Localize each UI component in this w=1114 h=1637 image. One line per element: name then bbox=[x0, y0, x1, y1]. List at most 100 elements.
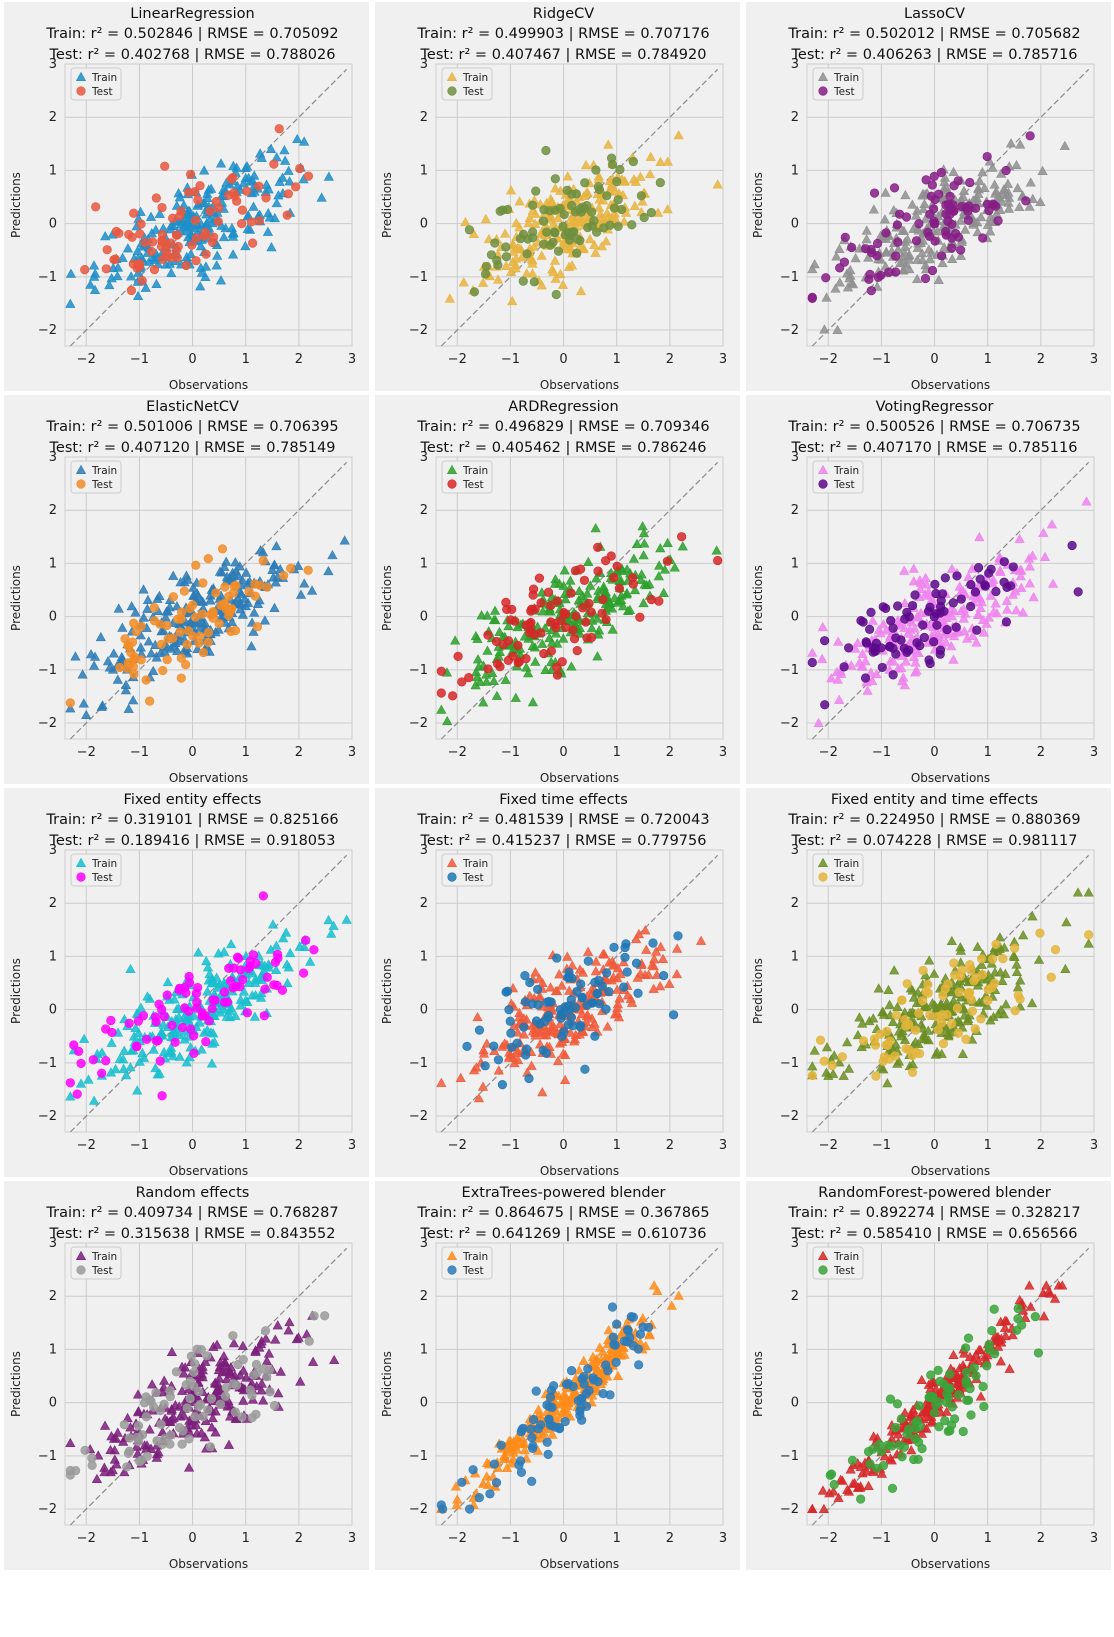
train-point bbox=[530, 218, 541, 228]
test-point bbox=[635, 1329, 646, 1339]
train-point bbox=[237, 609, 248, 619]
legend: Train Test bbox=[70, 853, 122, 887]
test-point bbox=[264, 1365, 274, 1375]
x-tick-label: −2 bbox=[819, 1138, 838, 1153]
train-point bbox=[491, 690, 503, 700]
train-point bbox=[524, 212, 535, 222]
legend: Train Test bbox=[70, 67, 122, 101]
train-point bbox=[529, 642, 541, 652]
test-point bbox=[609, 942, 619, 952]
test-point bbox=[563, 972, 573, 983]
legend-test-marker bbox=[447, 86, 457, 96]
test-point bbox=[551, 622, 561, 633]
x-tick-label: 0 bbox=[188, 1138, 196, 1153]
train-point bbox=[202, 188, 213, 198]
train-point bbox=[527, 697, 539, 707]
test-point bbox=[615, 164, 625, 175]
test-point bbox=[934, 1422, 944, 1432]
test-point bbox=[536, 628, 546, 638]
train-point bbox=[1015, 139, 1026, 149]
test-point bbox=[159, 1399, 169, 1409]
test-point bbox=[840, 232, 850, 242]
x-tick-label: 2 bbox=[666, 352, 674, 367]
train-point bbox=[596, 241, 608, 251]
train-point bbox=[566, 661, 577, 671]
test-point bbox=[559, 607, 569, 618]
y-tick-label: 0 bbox=[49, 1003, 57, 1018]
test-point bbox=[914, 1008, 924, 1018]
legend: Train Test bbox=[441, 853, 493, 887]
test-point bbox=[1033, 1348, 1043, 1358]
x-tick-label: −1 bbox=[130, 745, 149, 760]
test-point bbox=[956, 594, 966, 604]
test-point bbox=[309, 945, 319, 955]
x-tick-label: −2 bbox=[819, 745, 838, 760]
test-point bbox=[436, 688, 446, 698]
test-point bbox=[935, 645, 946, 655]
test-metrics: Test: r² = 0.315638 | RMSE = 0.843552 bbox=[49, 1226, 336, 1242]
test-point bbox=[949, 958, 959, 968]
train-point bbox=[113, 603, 124, 613]
train-point bbox=[628, 553, 640, 563]
train-point bbox=[147, 252, 159, 262]
y-tick-label: 0 bbox=[49, 217, 57, 232]
train-point bbox=[442, 715, 453, 726]
test-point bbox=[207, 1003, 217, 1014]
test-point bbox=[927, 265, 938, 276]
legend-train-marker bbox=[817, 71, 829, 81]
test-point bbox=[550, 174, 560, 184]
test-point bbox=[872, 238, 883, 249]
test-point bbox=[983, 985, 993, 995]
train-point bbox=[558, 633, 569, 643]
test-point bbox=[160, 161, 170, 171]
test-point bbox=[603, 1366, 613, 1376]
train-series bbox=[65, 133, 334, 308]
y-tick-label: −2 bbox=[780, 716, 799, 731]
train-point bbox=[549, 255, 561, 265]
test-point bbox=[1067, 540, 1077, 551]
y-tick-label: 2 bbox=[791, 896, 799, 911]
test-point bbox=[915, 641, 925, 651]
test-point bbox=[298, 968, 309, 978]
test-point bbox=[943, 216, 953, 226]
test-point bbox=[984, 568, 994, 578]
test-point bbox=[861, 637, 871, 647]
test-point bbox=[590, 1031, 600, 1041]
train-point bbox=[1024, 578, 1035, 588]
test-point bbox=[952, 1003, 962, 1013]
train-point bbox=[819, 324, 830, 334]
test-point bbox=[627, 220, 637, 230]
train-point bbox=[990, 598, 1001, 608]
x-tick-label: 1 bbox=[613, 352, 621, 367]
test-point bbox=[839, 662, 849, 672]
test-point bbox=[581, 617, 591, 627]
train-point bbox=[444, 293, 455, 303]
train-point bbox=[292, 133, 303, 144]
test-point bbox=[269, 1400, 280, 1411]
legend-train-label: Train bbox=[91, 465, 117, 477]
train-point bbox=[865, 667, 877, 677]
test-point bbox=[918, 620, 928, 630]
test-point bbox=[272, 949, 283, 959]
test-point bbox=[567, 200, 577, 211]
train-point bbox=[1014, 533, 1025, 543]
y-tick-label: −1 bbox=[38, 1449, 57, 1464]
legend-test-label: Test bbox=[91, 872, 113, 884]
test-point bbox=[914, 1401, 925, 1411]
test-point bbox=[480, 1061, 490, 1071]
test-point bbox=[247, 1390, 257, 1400]
test-point bbox=[538, 216, 549, 226]
y-tick-label: 3 bbox=[49, 843, 57, 858]
train-point bbox=[168, 570, 179, 580]
train-point bbox=[584, 233, 596, 244]
test-point bbox=[506, 1042, 517, 1053]
train-point bbox=[219, 561, 230, 571]
test-point bbox=[1050, 945, 1061, 955]
test-point bbox=[929, 612, 939, 622]
train-point bbox=[316, 192, 327, 202]
test-point bbox=[847, 1455, 858, 1465]
test-point bbox=[599, 223, 609, 233]
train-point bbox=[850, 253, 861, 263]
train-point bbox=[544, 632, 555, 643]
test-point bbox=[201, 249, 211, 259]
